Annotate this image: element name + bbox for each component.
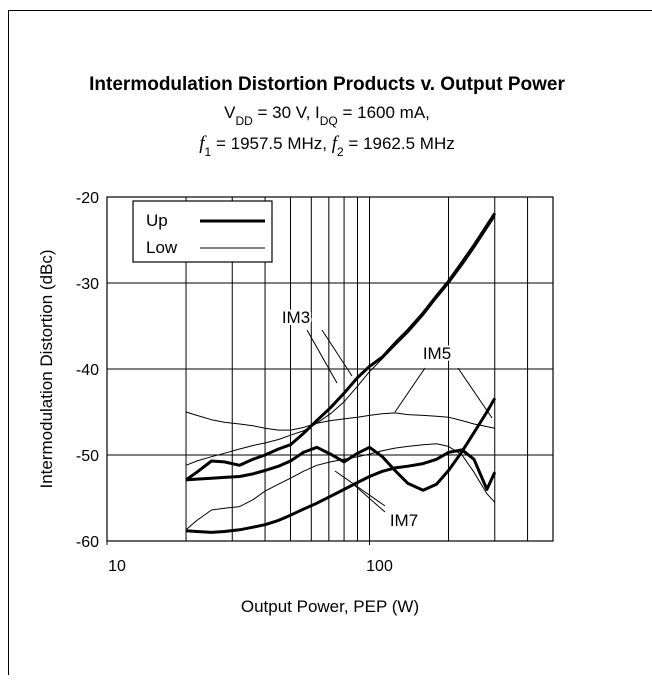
annotation: IM3 [282, 308, 310, 327]
text: = 30 V, I [253, 103, 320, 122]
subscript: DQ [320, 114, 338, 128]
italic: f [199, 133, 207, 154]
leader-line [306, 329, 338, 384]
legend-box [132, 200, 273, 263]
leader-line [457, 367, 493, 419]
text: = 1962.5 MHz [344, 134, 455, 153]
leader-line [394, 367, 426, 413]
y-tick-label: -60 [76, 534, 99, 551]
subscript: 2 [337, 145, 344, 159]
y-tick-label: -30 [76, 276, 99, 293]
y-tick-label: -50 [76, 448, 99, 465]
text: = 1600 mA, [338, 103, 430, 122]
y-tick-label: -40 [76, 362, 99, 379]
series-line [185, 448, 497, 534]
legend-label: Low [146, 238, 178, 257]
plot-border [106, 196, 554, 542]
subscript: DD [235, 114, 253, 128]
x-axis-label: Output Power, PEP (W) [241, 597, 419, 616]
series-line [185, 212, 497, 482]
leader-line [321, 329, 353, 377]
text: = 1957.5 MHz, [211, 134, 331, 153]
italic: f [332, 133, 340, 154]
series-line [185, 216, 496, 466]
subscript: 1 [205, 145, 212, 159]
leader-line [352, 483, 386, 513]
series-line [185, 411, 495, 431]
series-line [185, 443, 496, 531]
series-line [185, 397, 497, 492]
legend-label: Up [146, 211, 168, 230]
leader-line [334, 470, 386, 507]
x-tick-label: 10 [108, 558, 126, 575]
annotation: IM7 [390, 511, 418, 530]
y-axis-label: Intermodulation Distortion (dBc) [37, 249, 56, 488]
subtitle: f1 = 1957.5 MHz, f2 = 1962.5 MHz [199, 133, 454, 159]
text: V [224, 103, 236, 122]
x-tick-label: 100 [366, 558, 393, 575]
chart-title: Intermodulation Distortion Products v. O… [89, 74, 565, 95]
annotation: IM5 [423, 344, 451, 363]
subtitle: VDD = 30 V, IDQ = 1600 mA, [224, 103, 430, 128]
y-tick-label: -20 [76, 190, 99, 207]
